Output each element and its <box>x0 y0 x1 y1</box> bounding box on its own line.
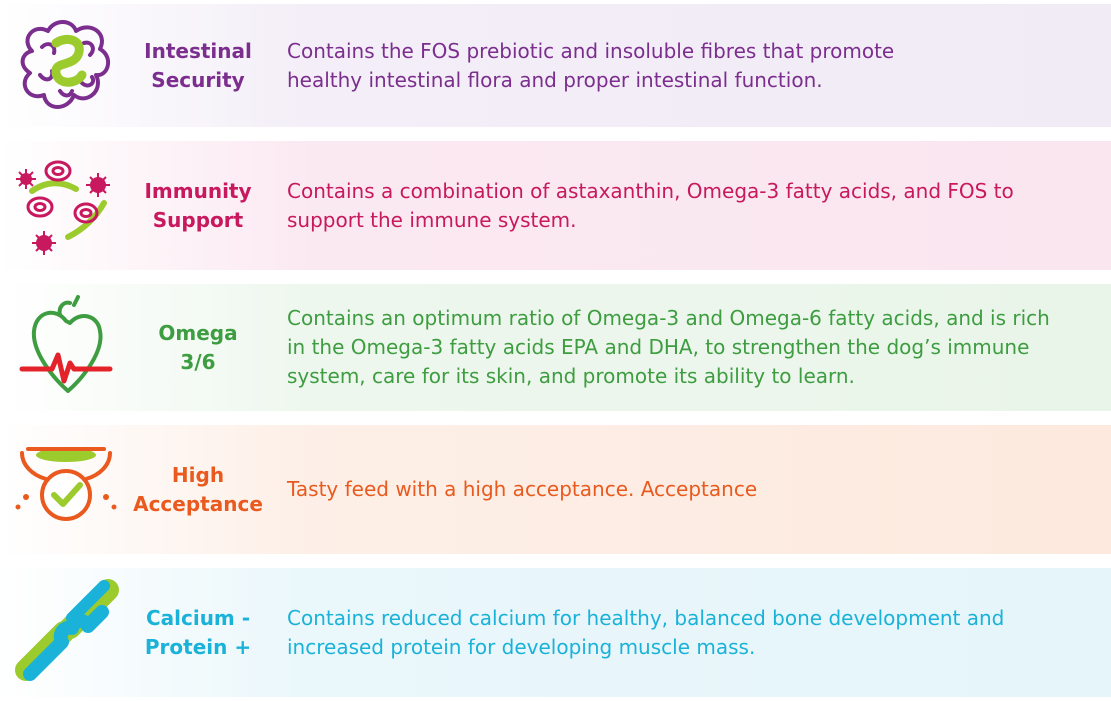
benefit-row-intestinal-security: Intestinal Security Contains the FOS pre… <box>0 4 1111 127</box>
benefit-title: Intestinal Security <box>144 38 252 92</box>
benefit-title: Omega 3/6 <box>158 320 238 374</box>
heart-pulse-icon <box>12 293 122 403</box>
benefit-description: Contains a combination of astaxanthin, O… <box>287 178 1014 232</box>
food-bowl-check-icon <box>12 435 122 545</box>
benefit-description: Contains an optimum ratio of Omega-3 and… <box>287 306 1050 388</box>
benefit-row-calcium-protein: Calcium - Protein + Contains reduced cal… <box>0 568 1111 697</box>
benefit-row-immunity-support: Immunity Support Contains a combination … <box>0 141 1111 270</box>
benefit-description: Contains reduced calcium for healthy, ba… <box>287 605 1005 659</box>
benefit-row-omega: Omega 3/6 Contains an optimum ratio of O… <box>0 284 1111 411</box>
benefit-title: High Acceptance <box>133 462 263 516</box>
intestine-icon <box>12 11 122 121</box>
immune-cells-icon <box>12 151 122 261</box>
benefit-title: Immunity Support <box>144 178 252 232</box>
benefit-row-high-acceptance: High Acceptance Tasty feed with a high a… <box>0 425 1111 554</box>
benefit-description: Tasty feed with a high acceptance. Accep… <box>287 477 758 501</box>
benefit-title: Calcium - Protein + <box>144 605 252 659</box>
bone-joint-icon <box>12 578 122 688</box>
benefit-description: Contains the FOS prebiotic and insoluble… <box>287 38 895 92</box>
